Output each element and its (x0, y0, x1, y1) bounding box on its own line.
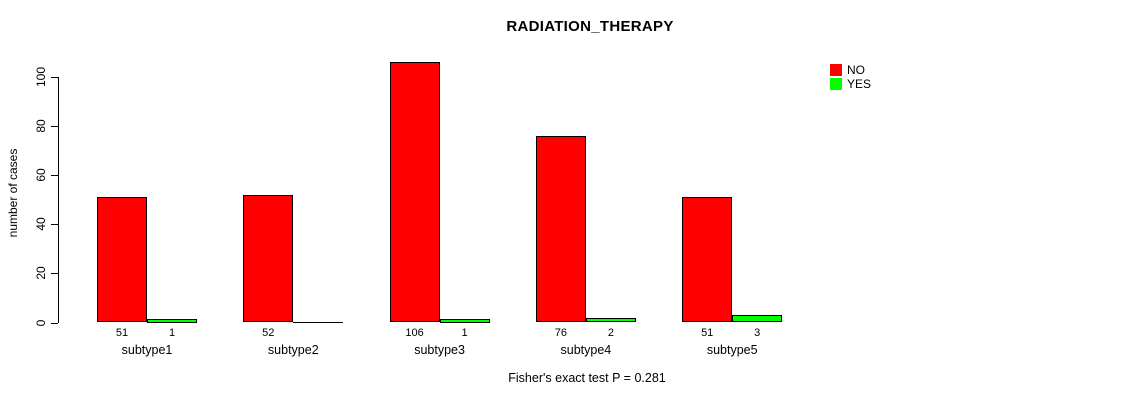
y-axis-tick-label: 100 (34, 66, 48, 87)
bar-value-label: 2 (607, 327, 614, 339)
legend-swatch-no (830, 64, 842, 76)
x-axis-label-subtype2: subtype2 (267, 343, 319, 357)
bar-no-subtype4 (535, 135, 586, 323)
x-axis-label-subtype4: subtype4 (560, 343, 612, 357)
y-axis-tick-label: 0 (34, 319, 48, 326)
y-axis-title: number of cases (6, 148, 20, 238)
legend-item-no: NO (830, 63, 871, 77)
bar-value-label: 51 (115, 327, 129, 339)
bar-value-label: 3 (754, 327, 761, 339)
y-axis-tick (51, 273, 58, 275)
x-axis-label-subtype3: subtype3 (414, 343, 465, 357)
bar-no-subtype1 (97, 197, 147, 323)
y-axis-tick (51, 76, 58, 78)
bar-value-label: 1 (461, 327, 468, 339)
bar-yes-subtype4 (585, 317, 636, 323)
bar-no-subtype3 (389, 61, 440, 323)
y-axis-tick (51, 175, 58, 177)
legend-label-yes: YES (847, 77, 872, 91)
y-axis-tick (51, 322, 58, 324)
bar-value-label: 52 (262, 327, 275, 339)
bar-no-subtype5 (682, 197, 733, 323)
bar-value-label: 51 (701, 327, 714, 339)
bar-value-label: 106 (405, 327, 424, 339)
legend: NO YES (830, 63, 871, 91)
y-axis-tick-label: 80 (34, 119, 48, 133)
y-axis-tick (51, 125, 58, 127)
bar-no-subtype2 (243, 194, 294, 323)
bar-yes-subtype3 (439, 318, 490, 323)
y-axis-tick-label: 40 (34, 217, 48, 231)
chart-title: RADIATION_THERAPY (506, 18, 674, 35)
bar-value-label: 1 (168, 327, 176, 339)
footnote-fishers-test: Fisher's exact test P = 0.281 (508, 371, 666, 385)
y-axis-line (58, 76, 59, 324)
y-axis-tick-label: 60 (34, 168, 48, 182)
legend-label-no: NO (847, 63, 865, 77)
y-axis-tick-label: 20 (34, 266, 48, 281)
bar-yes-subtype1 (147, 318, 197, 323)
x-axis-label-subtype5: subtype5 (706, 343, 758, 357)
bar-yes-subtype5 (732, 315, 783, 323)
y-axis-tick (51, 224, 58, 226)
legend-item-yes: YES (830, 77, 871, 91)
x-axis-label-subtype1: subtype1 (121, 343, 173, 357)
legend-swatch-yes (830, 78, 842, 90)
bar-yes-subtype2 (293, 321, 344, 323)
bar-value-label: 76 (554, 327, 568, 339)
